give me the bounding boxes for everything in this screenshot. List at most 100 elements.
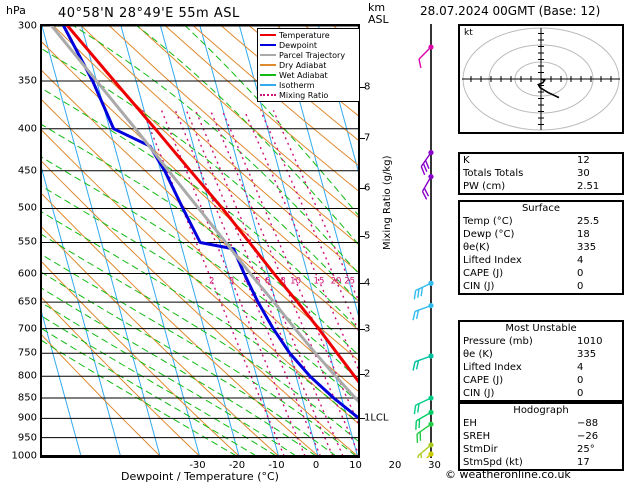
table-row-label: CAPE (J) [463, 268, 504, 279]
altitude-tick-mark [360, 329, 365, 331]
svg-text:8: 8 [280, 277, 285, 287]
table-row-label: Totals Totals [463, 168, 524, 179]
table-row: K 12 [460, 154, 622, 167]
legend-swatch [260, 54, 276, 56]
temperature-tick-label: 10 [349, 460, 362, 471]
svg-text:15: 15 [314, 277, 325, 287]
chart-legend: Temperature Dewpoint Parcel Trajectory Dry … [257, 28, 360, 102]
svg-text:10: 10 [290, 277, 301, 287]
table-row-value: 4 [577, 255, 584, 266]
svg-text:4: 4 [243, 277, 248, 287]
table-row-label: Temp (°C) [463, 216, 513, 227]
svg-text:2: 2 [209, 277, 214, 287]
x-axis-label: Dewpoint / Temperature (°C) [121, 470, 279, 483]
table-row-label: Pressure (mb) [463, 336, 533, 347]
table-row: Pressure (mb) 1010 [460, 335, 622, 348]
pressure-tick-label: 400 [17, 123, 37, 135]
wind-barb [416, 421, 434, 443]
table-row-value: 30 [577, 168, 590, 179]
table-row: Lifted Index 4 [460, 254, 622, 267]
pressure-tick-label: 850 [17, 392, 37, 404]
table-row: θe (K) 335 [460, 348, 622, 361]
table-row-value: 25° [577, 444, 595, 455]
legend-item: Wet Adiabat [260, 70, 357, 80]
table-row-label: StmSpd (kt) [463, 457, 523, 468]
table-row-value: 12 [577, 155, 590, 166]
svg-text:3: 3 [229, 277, 234, 287]
table-row-value: 4 [577, 362, 584, 373]
legend-label: Parcel Trajectory [279, 50, 346, 60]
temperature-tick-label: -10 [268, 460, 285, 471]
table-row: Totals Totals 30 [460, 167, 622, 180]
table-row-value: 0 [577, 268, 584, 279]
temperature-tick-label: -30 [189, 460, 206, 471]
hodograph-table: Hodograph EH −88 SREH −26 StmDir 25° StmSpd (kt… [458, 402, 624, 471]
lcl-marker-label: 1LCL [364, 412, 389, 424]
altitude-tick-mark [360, 236, 365, 238]
altitude-tick-label: 6 [364, 182, 371, 194]
table-heading: Surface [521, 203, 561, 214]
pressure-tick-label: 600 [17, 268, 37, 280]
pressure-unit-label: hPa [6, 4, 26, 17]
altitude-tick-mark [360, 283, 365, 285]
table-row: CAPE (J) 0 [460, 267, 622, 280]
svg-text:25: 25 [344, 277, 355, 287]
surface-table: Surface Temp (°C) 25.5 Dewp (°C) 18 θe(K) 335 L… [458, 200, 624, 295]
legend-item: Temperature [260, 30, 357, 40]
wind-barb [415, 409, 434, 430]
table-row-value: 335 [577, 349, 597, 360]
wind-barb [421, 174, 434, 200]
table-heading: Hodograph [513, 405, 569, 416]
legend-swatch [260, 64, 276, 66]
legend-label: Dewpoint [279, 40, 318, 50]
temperature-tick-label: 0 [312, 460, 320, 471]
table-row-label: CAPE (J) [463, 375, 504, 386]
table-row-label: SREH [463, 431, 491, 442]
table-row: CAPE (J) 0 [460, 374, 622, 387]
pressure-tick-label: 900 [17, 412, 37, 424]
altitude-axis-label-km: km [368, 1, 386, 14]
altitude-tick-label: 2 [364, 368, 371, 380]
legend-label: Mixing Ratio [279, 90, 329, 100]
table-row-value: −26 [577, 431, 599, 442]
table-row-value: 18 [577, 229, 590, 240]
legend-label: Temperature [279, 30, 330, 40]
pressure-tick-label: 800 [17, 370, 37, 382]
skewt-plot: 2 3 4 5 6 8 10 15 20 25 Temperature Dewpoint Parcel… [40, 24, 360, 458]
pressure-tick-label: 450 [17, 165, 37, 177]
table-row-value: 17 [577, 457, 590, 468]
pressure-tick-label: 950 [17, 432, 37, 444]
table-row: StmDir 25° [460, 443, 622, 456]
table-row: Lifted Index 4 [460, 361, 622, 374]
table-row: StmSpd (kt) 17 [460, 456, 622, 469]
altitude-tick-label: 3 [364, 323, 371, 335]
legend-item: Mixing Ratio [260, 90, 357, 100]
temperature-tick-label: 30 [428, 460, 441, 471]
altitude-tick-mark [360, 374, 365, 376]
pressure-tick-label: 300 [17, 20, 37, 32]
temperature-tick-label: 20 [388, 460, 402, 471]
table-row-label: CIN (J) [463, 281, 495, 292]
legend-label: Wet Adiabat [279, 70, 328, 80]
table-row-value: 25.5 [577, 216, 600, 227]
mixing-ratio-axis-label: Mixing Ratio (g/kg) [382, 155, 393, 250]
table-row-label: PW (cm) [463, 181, 506, 192]
wind-barb-canvas [412, 24, 434, 475]
altitude-axis-label-asl: ASL [368, 13, 389, 26]
table-row: SREH −26 [460, 430, 622, 443]
svg-text:20: 20 [331, 277, 342, 287]
indices-table: K 12 Totals Totals 30 PW (cm) 2.51 [458, 152, 624, 195]
legend-item: Isotherm [260, 80, 357, 90]
pressure-tick-label: 1000 [11, 450, 37, 462]
pressure-tick-label: 700 [17, 323, 37, 335]
footer-credit: © weatheronline.co.uk [445, 468, 571, 481]
legend-label: Dry Adiabat [279, 60, 327, 70]
table-row: CIN (J) 0 [460, 387, 622, 400]
wind-barb [413, 280, 434, 300]
altitude-tick-mark [360, 187, 365, 189]
table-row: θe(K) 335 [460, 241, 622, 254]
table-row: PW (cm) 2.51 [460, 180, 622, 193]
table-row-value: −88 [577, 418, 599, 429]
altitude-axis: 2 3 4 5 6 7 8 1LCL [360, 24, 406, 458]
altitude-tick-label: 8 [364, 81, 371, 93]
